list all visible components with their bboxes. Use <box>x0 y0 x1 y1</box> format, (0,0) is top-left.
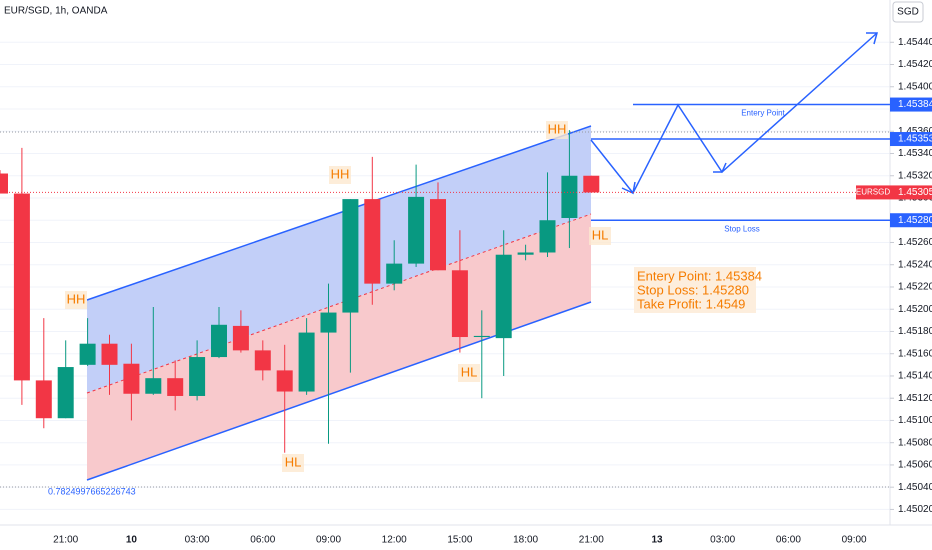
candle-body <box>539 220 556 253</box>
x-tick-label: 10 <box>126 535 138 546</box>
y-tick-label: 1.45080 <box>898 437 932 448</box>
pattern-label: HL <box>285 454 302 469</box>
candle-body <box>13 193 30 381</box>
x-tick-label: 12:00 <box>382 535 407 546</box>
candle-body <box>145 378 162 394</box>
projection-path <box>590 32 878 195</box>
candle-body <box>342 199 359 313</box>
current-name: EURSGD <box>856 188 890 197</box>
y-tick-label: 1.45040 <box>898 482 932 493</box>
candle-body <box>408 196 425 264</box>
pattern-label: HH <box>331 166 350 181</box>
candle-body <box>495 254 512 339</box>
channel-mid <box>86 213 592 394</box>
candle-body <box>561 175 578 219</box>
level-price: 1.45384 <box>898 99 932 110</box>
candle-body <box>0 173 8 194</box>
candle-body <box>123 363 140 394</box>
channel-top <box>86 125 592 301</box>
y-tick-label: 1.45140 <box>898 371 932 382</box>
y-tick-label: 1.45260 <box>898 237 932 248</box>
y-tick-label: 1.45320 <box>898 170 932 181</box>
candle-body <box>430 199 446 271</box>
candle-body <box>386 263 403 284</box>
fib-label: 0.7824997665226743 <box>48 486 136 496</box>
level-text: Stop Loss <box>724 224 760 233</box>
info-box <box>634 267 756 313</box>
candle-body <box>517 252 534 255</box>
level-price: 1.45280 <box>898 215 932 226</box>
y-tick-label: 1.45160 <box>898 348 932 359</box>
x-tick-label: 06:00 <box>776 535 801 546</box>
level-price-box <box>890 97 932 112</box>
candle-body <box>35 380 52 419</box>
x-tick-label: 03:00 <box>710 535 735 546</box>
y-tick-label: 1.45400 <box>898 81 932 92</box>
x-tick-label: 06:00 <box>250 535 275 546</box>
candle-body <box>583 175 600 193</box>
candle-body <box>211 324 227 358</box>
y-tick-label: 1.45440 <box>898 37 932 48</box>
x-tick-label: 09:00 <box>842 535 867 546</box>
candle-body <box>232 325 249 351</box>
candle-body <box>451 270 468 338</box>
candle-body <box>101 343 118 365</box>
level-price-box <box>890 132 932 147</box>
level-price: 1.45353 <box>898 134 932 145</box>
x-tick-label: 21:00 <box>53 535 78 546</box>
currency-box[interactable] <box>892 1 924 23</box>
candle-body <box>320 312 337 333</box>
x-tick-label: 15:00 <box>447 535 472 546</box>
x-tick-label: 18:00 <box>513 535 538 546</box>
pattern-label: HL <box>461 364 478 379</box>
candle-body <box>473 335 490 338</box>
y-tick-label: 1.45200 <box>898 304 932 315</box>
current-price-box <box>856 185 932 200</box>
currency[interactable]: SGD <box>897 7 919 18</box>
arrow-head <box>866 32 878 45</box>
candle-body <box>364 199 381 284</box>
y-tick-label: 1.45180 <box>898 326 932 337</box>
x-tick-label: 09:00 <box>316 535 341 546</box>
y-tick-label: 1.45120 <box>898 393 932 404</box>
arrow-head <box>621 181 636 195</box>
candle-body <box>254 350 271 371</box>
current-price: 1.45305 <box>898 187 932 198</box>
candle-body <box>57 367 74 419</box>
y-tick-label: 1.45420 <box>898 59 932 70</box>
info-line: Entery Point: 1.45384 <box>637 268 762 283</box>
pattern-label-bg <box>546 121 568 139</box>
info-line: Stop Loss: 1.45280 <box>637 282 749 297</box>
pattern-label-bg <box>65 291 87 309</box>
y-tick-label: 1.45220 <box>898 282 932 293</box>
pattern-label-bg <box>589 227 611 245</box>
y-tick-label: 1.45240 <box>898 259 932 270</box>
pattern-label: HL <box>592 227 609 242</box>
chart-title: EUR/SGD, 1h, OANDA <box>4 6 108 17</box>
pattern-label: HH <box>67 291 86 306</box>
candle-body <box>189 357 206 396</box>
level-price-box <box>890 213 932 228</box>
pattern-label: HH <box>548 121 567 136</box>
pattern-label-bg <box>458 364 480 382</box>
candle-body <box>276 370 293 392</box>
arrow-head <box>713 162 727 173</box>
x-tick-label: 21:00 <box>579 535 604 546</box>
x-tick-label: 03:00 <box>185 535 210 546</box>
level-text: Entery Point <box>741 109 785 118</box>
marks <box>0 130 600 453</box>
pattern-label-bg <box>282 454 304 472</box>
info-line: Take Profit: 1.4549 <box>637 296 745 311</box>
y-tick-label: 1.45020 <box>898 504 932 515</box>
candle-body <box>298 332 315 392</box>
y-tick-label: 1.45060 <box>898 460 932 471</box>
y-tick-label: 1.45100 <box>898 415 932 426</box>
candle-body <box>79 343 96 365</box>
y-tick-label: 1.45340 <box>898 148 932 159</box>
x-tick-label: 13 <box>651 535 663 546</box>
y-tick-label: 1.45360 <box>898 126 932 137</box>
candle-body <box>167 378 184 396</box>
pattern-label-bg <box>329 166 351 184</box>
